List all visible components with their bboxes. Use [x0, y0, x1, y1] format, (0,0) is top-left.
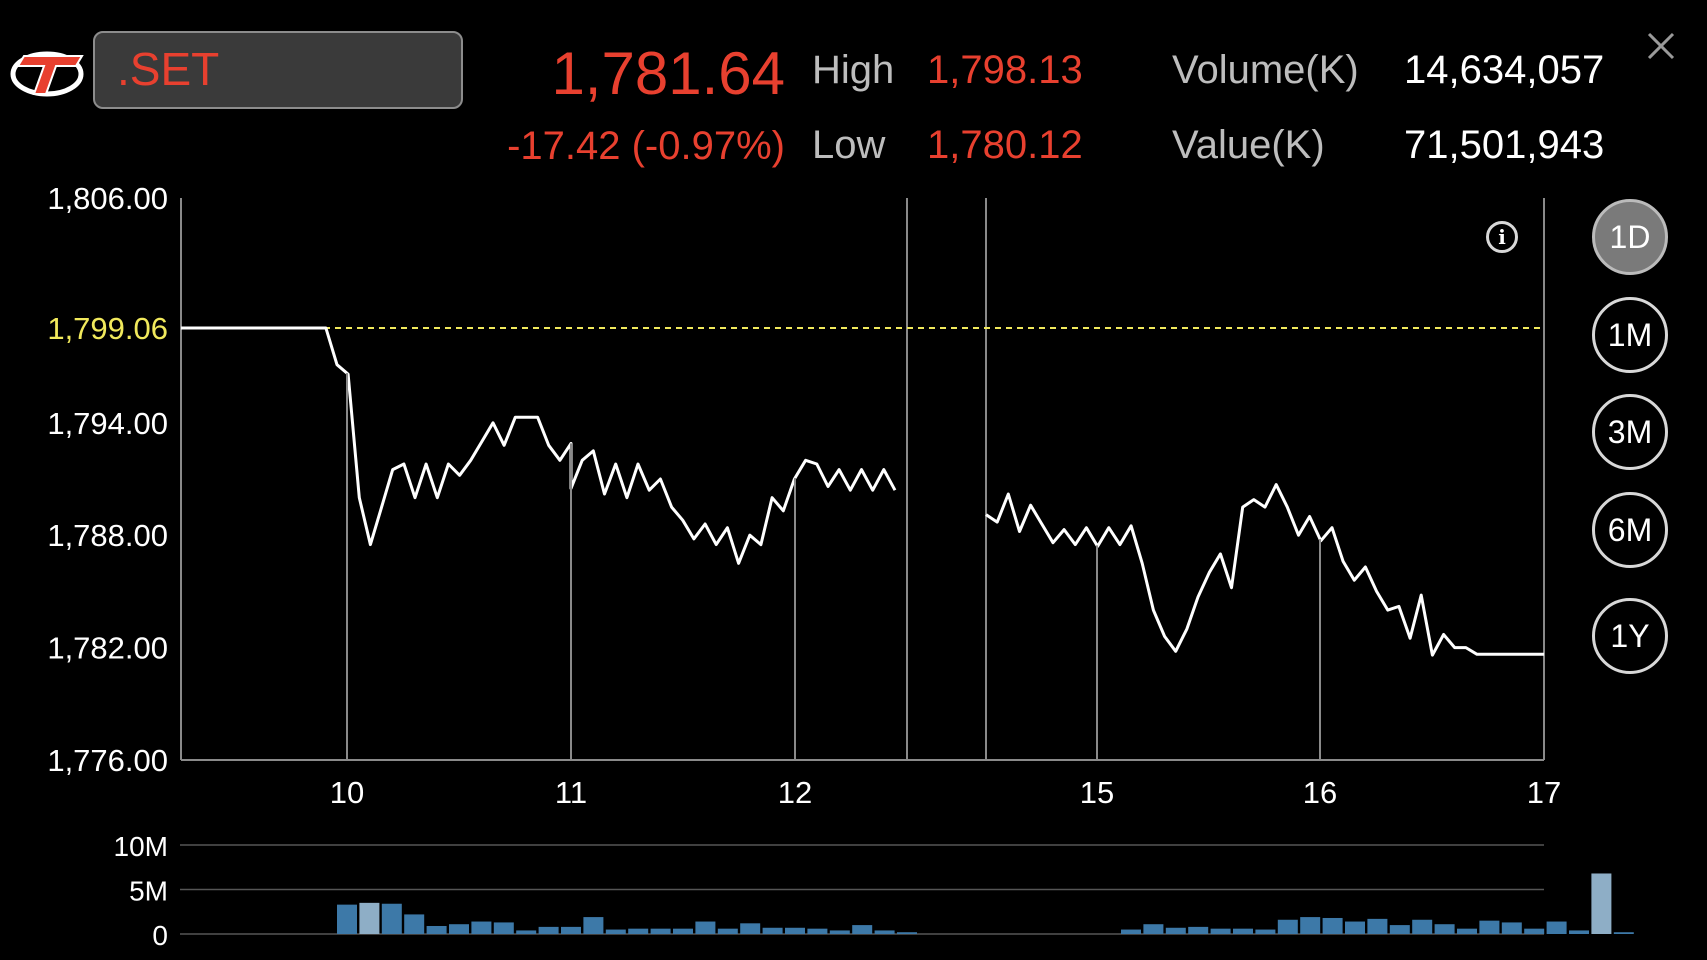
volume-bar	[561, 926, 581, 934]
volume-bar	[1412, 919, 1433, 934]
x-tick-label: 12	[778, 775, 812, 810]
volume-bar	[1300, 917, 1321, 934]
value-value: 71,501,943	[1404, 123, 1605, 167]
volume-bar	[1434, 924, 1455, 934]
volume-bar	[1165, 927, 1186, 934]
volume-bar	[717, 928, 738, 934]
volume-bar	[1322, 917, 1343, 934]
period-button-1m[interactable]: 1M	[1592, 297, 1668, 373]
volume-bar	[1613, 932, 1634, 934]
close-icon[interactable]	[1645, 30, 1677, 62]
volume-label: Volume(K)	[1172, 48, 1359, 92]
volume-bar	[1501, 922, 1522, 934]
volume-bar	[1524, 928, 1545, 934]
volume-bar	[1121, 929, 1141, 934]
volume-bar	[337, 904, 357, 934]
period-button-6m[interactable]: 6M	[1592, 492, 1668, 568]
volume-bar	[583, 917, 604, 934]
volume-tick-label: 0	[152, 920, 168, 951]
volume-bar	[1546, 921, 1567, 934]
volume-bar	[1188, 926, 1209, 934]
volume-bar	[1277, 919, 1298, 934]
y-tick-label: 1,776.00	[47, 743, 168, 778]
price-line-afternoon	[985, 483, 1544, 657]
price-change: -17.42 (-0.97%)	[507, 124, 785, 168]
low-label: Low	[812, 123, 886, 167]
volume-bar	[762, 927, 783, 934]
volume-bar	[426, 925, 447, 934]
volume-bar	[404, 914, 425, 934]
reference-label: 1,799.06	[47, 311, 168, 346]
high-label: High	[812, 48, 895, 92]
y-tick-label: 1,788.00	[47, 518, 168, 553]
period-button-1d[interactable]: 1D	[1592, 199, 1668, 275]
volume-bar	[605, 929, 626, 934]
volume-bar	[493, 922, 514, 934]
volume-bar	[1345, 921, 1365, 934]
x-tick-label: 16	[1303, 775, 1337, 810]
volume-bar	[852, 925, 873, 934]
volume-bar	[785, 927, 805, 934]
volume-bar	[1210, 928, 1231, 934]
symbol-search-field[interactable]: .SET	[93, 31, 463, 109]
volume-bar	[516, 930, 537, 934]
volume-value: 14,634,057	[1404, 48, 1605, 92]
volume-bar	[1255, 929, 1276, 934]
volume-bar	[381, 903, 402, 934]
volume-bar	[449, 924, 469, 934]
volume-bar	[650, 928, 671, 934]
volume-bar	[807, 928, 828, 934]
value-label: Value(K)	[1172, 123, 1325, 167]
volume-bar	[628, 928, 649, 934]
y-tick-label: 1,794.00	[47, 406, 168, 441]
x-tick-label: 15	[1080, 775, 1114, 810]
volume-bar	[673, 928, 693, 934]
y-tick-label: 1,806.00	[47, 181, 168, 216]
volume-bar	[740, 923, 761, 934]
last-price: 1,781.64	[551, 40, 785, 107]
volume-tick-label: 10M	[114, 831, 168, 862]
high-value: 1,798.13	[927, 48, 1083, 92]
info-icon[interactable]: i	[1486, 221, 1518, 253]
period-button-3m[interactable]: 3M	[1592, 394, 1668, 470]
volume-bar	[1591, 873, 1612, 934]
price-line-morning	[181, 326, 897, 565]
brand-logo	[10, 51, 84, 97]
low-value: 1,780.12	[927, 123, 1083, 167]
y-tick-label: 1,782.00	[47, 631, 168, 666]
volume-bar	[359, 902, 380, 934]
volume-bar	[1143, 924, 1164, 934]
volume-bar	[1233, 928, 1253, 934]
x-tick-label: 10	[330, 775, 364, 810]
volume-bar	[695, 921, 716, 934]
x-tick-label: 11	[555, 775, 587, 810]
volume-bar	[897, 932, 917, 934]
volume-bar	[1389, 925, 1410, 934]
volume-bar	[874, 930, 895, 934]
volume-bar	[471, 921, 492, 934]
volume-bar	[1457, 928, 1477, 934]
period-button-1y[interactable]: 1Y	[1592, 598, 1668, 674]
symbol-text: .SET	[117, 43, 220, 95]
volume-tick-label: 5M	[129, 876, 168, 907]
volume-bar	[1479, 920, 1500, 934]
volume-bar	[538, 926, 559, 934]
volume-bar	[829, 930, 850, 934]
volume-bar	[1367, 918, 1388, 934]
x-tick-label: 17	[1527, 775, 1561, 810]
volume-bar	[1569, 930, 1589, 934]
